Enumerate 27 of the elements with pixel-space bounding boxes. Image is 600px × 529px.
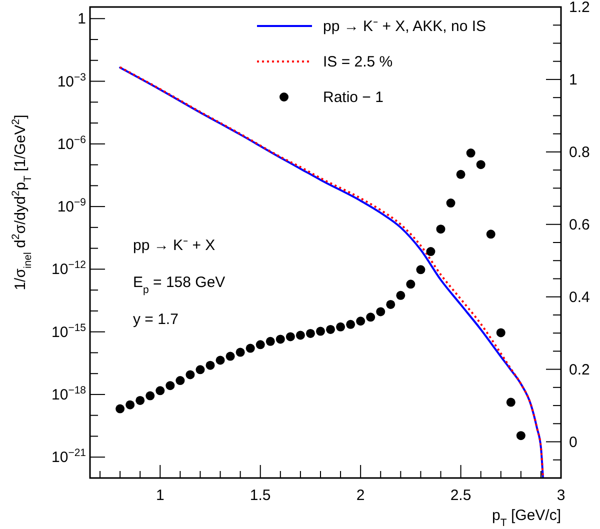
x-tick-label: 3 — [556, 487, 566, 504]
y-tick-label: 10$^{−6}$ — [57, 134, 86, 153]
y-tick-label: 10$^{−21}$ — [52, 447, 86, 466]
annotation: y = 1.7 — [133, 311, 178, 328]
y2-tick-label: 0.2 — [569, 361, 590, 378]
legend-label: Ratio − 1 — [323, 89, 384, 106]
y-tick-label: 10$^{−18}$ — [52, 384, 86, 404]
y2-tick-label: 0.4 — [569, 288, 590, 306]
legend-label: pp → K⁻ + X, AKK, no IS — [323, 18, 486, 35]
y-tick-label: 10$^{−9}$ — [57, 196, 86, 216]
x-tick-label: 2 — [356, 487, 365, 504]
x-axis-title: p$_{T}$ [GeV/c] — [492, 507, 561, 529]
x-tick-label: 2.5 — [450, 487, 472, 504]
y2-tick-label: 1.2 — [569, 0, 590, 16]
y2-tick-label: 0 — [569, 434, 578, 451]
legend-label: IS = 2.5 % — [323, 54, 393, 70]
y2-tick-label: 1 — [569, 71, 578, 88]
y2-tick-label: 0.6 — [569, 216, 590, 234]
y-tick-label: 10$^{−15}$ — [52, 322, 86, 341]
y2-tick-label: 0.8 — [569, 144, 590, 161]
y-tick-label: 1 — [78, 10, 86, 28]
annotation: E$_{p}$ = 158 GeV — [133, 274, 226, 296]
x-tick-label: 1 — [156, 487, 164, 504]
annotation: pp → K⁻ + X — [133, 237, 216, 254]
y-tick-label: 10$^{−3}$ — [57, 71, 86, 90]
x-tick-label: 1.5 — [250, 487, 271, 504]
y-tick-label: 10$^{−12}$ — [52, 259, 86, 278]
